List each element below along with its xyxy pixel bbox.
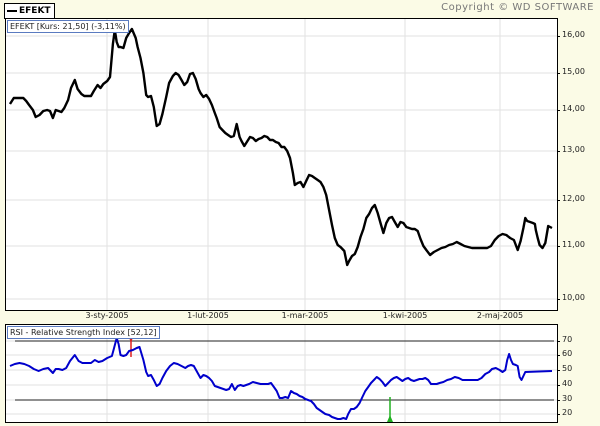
- price-x-tick: 1-kwi-2005: [382, 311, 428, 320]
- price-y-tick: 13,00: [562, 145, 585, 154]
- rsi-y-tick: 60: [562, 349, 573, 358]
- rsi-y-tick: 30: [562, 394, 573, 403]
- copyright-text: Copyright © WD SOFTWARE: [441, 2, 594, 13]
- price-line: [8, 27, 553, 267]
- price-y-tick: 11,00: [562, 240, 585, 249]
- price-y-tick: 10,00: [562, 293, 585, 302]
- sell-signal-icon: [128, 336, 134, 357]
- price-y-tick: 15,00: [562, 67, 585, 76]
- rsi-y-tick: 70: [562, 335, 573, 344]
- legend-line-icon: [7, 10, 17, 12]
- legend-efekt[interactable]: EFEKT: [4, 3, 55, 19]
- price-x-tick: 1-lut-2005: [187, 311, 229, 320]
- price-x-tick: 3-sty-2005: [85, 311, 129, 320]
- price-chart-plot: [6, 19, 557, 310]
- price-y-tick: 12,00: [562, 194, 585, 203]
- price-x-tick: 1-mar-2005: [281, 311, 329, 320]
- rsi-y-tick: 40: [562, 379, 573, 388]
- price-chart-panel[interactable]: EFEKT [Kurs: 21,50] (-3,11%): [5, 18, 558, 311]
- buy-signal-icon: [387, 397, 393, 422]
- rsi-chart-plot: [6, 325, 557, 422]
- price-panel-label: EFEKT [Kurs: 21,50] (-3,11%): [7, 20, 129, 33]
- price-y-tick: 16,00: [562, 30, 585, 39]
- rsi-y-tick: 20: [562, 408, 573, 417]
- rsi-chart-panel[interactable]: RSI - Relative Strength Index [52,12]: [5, 324, 558, 423]
- rsi-panel-label: RSI - Relative Strength Index [52,12]: [7, 326, 160, 339]
- rsi-y-tick: 50: [562, 364, 573, 373]
- legend-label: EFEKT: [19, 6, 51, 16]
- price-y-tick: 14,00: [562, 104, 585, 113]
- price-x-tick: 2-maj-2005: [476, 311, 524, 320]
- rsi-line: [9, 337, 553, 420]
